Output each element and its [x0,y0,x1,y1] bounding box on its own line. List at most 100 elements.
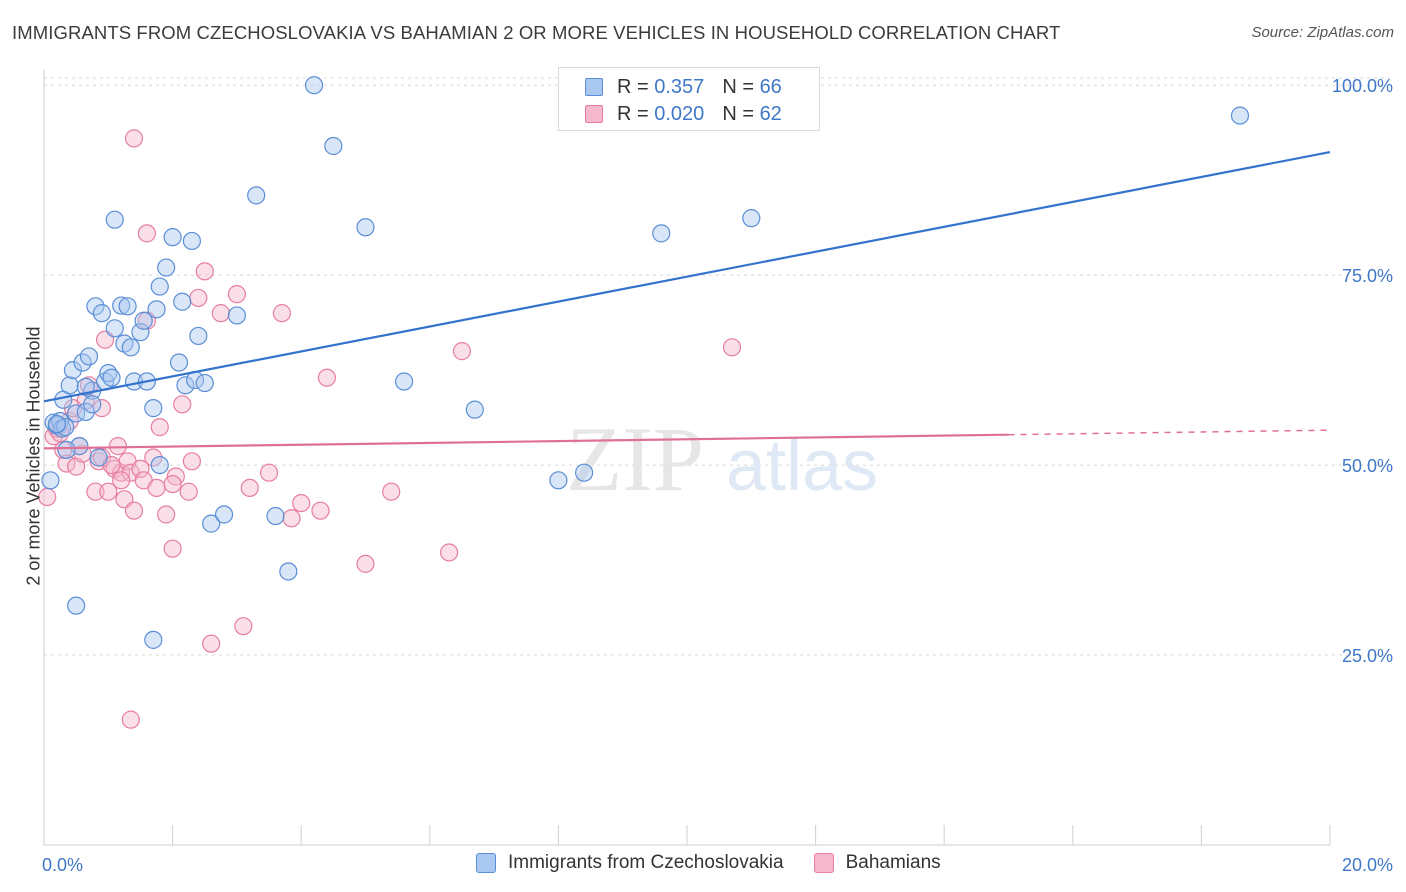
data-point [150,455,169,475]
legend-item-bahamians[interactable]: Bahamians [813,852,941,874]
data-point [67,596,86,615]
data-point [112,471,131,490]
data-point [147,478,166,497]
data-point [356,554,375,573]
data-point [83,395,102,414]
legend-item-czechoslovakia[interactable]: Immigrants from Czechoslovakia [476,852,784,874]
series-legend: Immigrants from Czechoslovakia Bahamians [476,852,971,874]
legend-swatch-pink [585,105,603,123]
axes [43,70,1331,846]
data-point [134,311,153,330]
data-point [86,297,105,316]
data-point [76,377,95,396]
data-point [118,297,137,316]
data-point [356,218,375,237]
data-point [86,482,105,501]
y-axis-title: 2 or more Vehicles in Household [23,326,44,586]
data-point [282,509,301,528]
data-point [439,543,459,562]
data-point [452,342,472,361]
data-point [163,228,182,247]
data-point [195,262,214,281]
legend-r-label: R = [617,75,649,98]
data-point [1230,106,1250,125]
data-point [173,292,192,311]
data-point [169,353,189,372]
gridlines [44,77,1390,656]
chart-title: IMMIGRANTS FROM CZECHOSLOVAKIA VS BAHAMI… [12,22,1061,43]
data-point [202,514,221,533]
data-point [292,493,311,513]
data-point [57,440,76,460]
data-point [182,231,201,251]
data-point [652,224,671,243]
data-point [63,361,83,380]
data-point [41,471,60,490]
legend-r-label: R = [617,102,649,125]
data-point [311,501,330,520]
data-point [124,129,144,148]
data-point [234,617,253,636]
data-point [742,209,761,228]
legend-label: Bahamians [845,852,941,873]
data-point [382,482,401,501]
data-point [89,448,108,467]
data-point [112,296,131,315]
data-point [182,452,201,471]
data-point [189,326,208,346]
legend-r-value: 0.357 [654,75,705,98]
data-point [131,459,150,478]
legend-n-value: 62 [759,102,782,125]
y-tick-label: 75.0% [1342,266,1393,286]
data-point [76,402,95,422]
data-point [137,224,156,243]
data-point [150,277,169,296]
legend-swatch-blue [585,78,603,96]
data-point [179,482,198,501]
data-point [202,634,221,653]
data-point [575,463,594,482]
data-point [144,399,163,418]
y-tick-label: 50.0% [1342,456,1393,476]
correlation-legend: R = 0.357 N = 66 R = 0.020 N = 62 [558,67,820,131]
trend-line-bahamians [43,433,1009,450]
data-point [394,372,414,391]
legend-n-label: N = [722,75,754,98]
data-point [227,285,246,304]
data-point [227,306,246,325]
legend-label: Immigrants from Czechoslovakia [508,852,784,873]
legend-swatch-pink [813,853,834,873]
legend-row-czechoslovakia: R = 0.357 N = 66 [585,74,782,100]
legend-n-value: 66 [759,75,782,98]
data-point [60,376,79,395]
data-point [214,505,234,524]
data-point [144,448,163,467]
trend-line-czechoslovakia [43,150,1331,403]
data-point [240,478,259,497]
data-point [79,347,99,366]
legend-row-bahamians: R = 0.020 N = 62 [585,101,782,127]
data-point [317,368,337,387]
legend-swatch-blue [476,853,496,873]
tick-labels: 25.0% 50.0% 75.0% 100.0% 0.0% 20.0% [42,76,1393,875]
data-point [150,418,169,437]
x-tick-label: 0.0% [42,855,83,875]
data-point [211,304,230,323]
data-point [157,505,176,524]
data-point [121,710,140,729]
legend-n-label: N = [722,102,754,125]
data-point [272,304,292,323]
data-point [47,414,66,434]
source-credit: Source: ZipAtlas.com [1251,24,1394,41]
data-point [279,562,298,581]
data-point [247,186,266,205]
data-point [163,474,182,494]
data-point [147,300,166,319]
data-point [105,319,124,338]
data-point [163,539,182,558]
data-point [304,76,324,95]
data-point [105,210,124,229]
y-tick-label: 25.0% [1342,646,1393,666]
watermark-zip: ZIP [566,408,704,510]
data-point [465,400,484,419]
